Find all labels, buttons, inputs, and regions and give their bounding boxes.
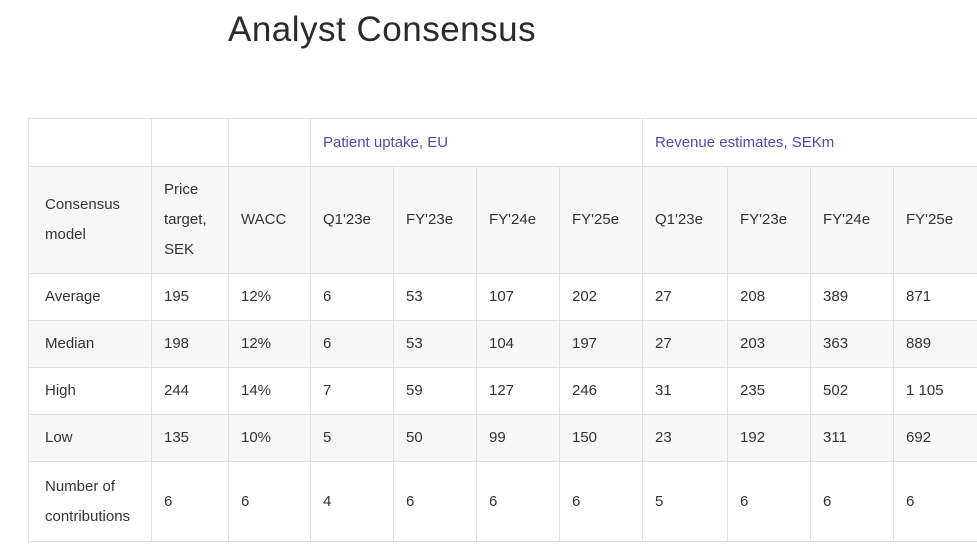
consensus-table-container: Patient uptake, EU Revenue estimates, SE…: [28, 118, 977, 542]
table-group-header-row: Patient uptake, EU Revenue estimates, SE…: [28, 118, 977, 167]
value-cell: 99: [476, 414, 560, 462]
value-cell: 150: [558, 414, 644, 462]
row-label-cell: Median: [28, 320, 152, 368]
value-cell: 311: [810, 414, 895, 462]
value-cell: 363: [810, 320, 895, 368]
value-cell: 208: [727, 273, 812, 321]
value-cell: 12%: [228, 273, 311, 321]
table-row-median: Median 198 12% 6 53 104 197 27 203 363 8…: [28, 320, 977, 368]
value-cell: 14%: [228, 367, 311, 415]
value-cell: 203: [727, 320, 812, 368]
value-cell: 195: [151, 273, 229, 321]
value-cell: 192: [727, 414, 812, 462]
column-header-wacc: WACC: [228, 166, 311, 274]
value-cell: 871: [893, 273, 977, 321]
value-cell: 127: [476, 367, 560, 415]
value-cell: 1 105: [893, 367, 977, 415]
column-header-cell: FY'23e: [393, 166, 477, 274]
value-cell: 6: [310, 273, 394, 321]
table-row-low: Low 135 10% 5 50 99 150 23 192 311 692: [28, 414, 977, 462]
empty-header-cell: [151, 118, 229, 167]
value-cell: 23: [642, 414, 729, 462]
value-cell: 4: [310, 461, 394, 542]
value-cell: 6: [151, 461, 229, 542]
column-header-cell: FY'25e: [893, 166, 977, 274]
column-header-cell: FY'25e: [558, 166, 644, 274]
group-header-revenue-estimates: Revenue estimates, SEKm: [642, 118, 977, 167]
value-cell: 889: [893, 320, 977, 368]
row-label-cell: High: [28, 367, 152, 415]
value-cell: 692: [893, 414, 977, 462]
column-header-consensus-model: Consensus model: [28, 166, 152, 274]
table-row-average: Average 195 12% 6 53 107 202 27 208 389 …: [28, 273, 977, 321]
group-header-patient-uptake: Patient uptake, EU: [309, 118, 644, 167]
empty-header-cell: [28, 118, 152, 167]
column-header-cell: FY'23e: [727, 166, 812, 274]
column-header-cell: Q1'23e: [642, 166, 729, 274]
column-header-cell: FY'24e: [476, 166, 560, 274]
value-cell: 50: [393, 414, 477, 462]
value-cell: 389: [810, 273, 895, 321]
value-cell: 31: [642, 367, 729, 415]
value-cell: 6: [310, 320, 394, 368]
value-cell: 6: [393, 461, 477, 542]
page-title: Analyst Consensus: [228, 10, 537, 49]
value-cell: 6: [476, 461, 560, 542]
value-cell: 7: [310, 367, 394, 415]
value-cell: 5: [642, 461, 729, 542]
value-cell: 27: [642, 273, 729, 321]
row-label-cell: Average: [28, 273, 152, 321]
value-cell: 27: [642, 320, 729, 368]
value-cell: 5: [310, 414, 394, 462]
column-header-cell: FY'24e: [810, 166, 895, 274]
value-cell: 135: [151, 414, 229, 462]
value-cell: 59: [393, 367, 477, 415]
value-cell: 202: [558, 273, 644, 321]
value-cell: 6: [558, 461, 644, 542]
empty-header-cell: [228, 118, 311, 167]
table-row-high: High 244 14% 7 59 127 246 31 235 502 1 1…: [28, 367, 977, 415]
value-cell: 6: [727, 461, 812, 542]
value-cell: 502: [810, 367, 895, 415]
value-cell: 12%: [228, 320, 311, 368]
value-cell: 6: [893, 461, 977, 542]
value-cell: 104: [476, 320, 560, 368]
value-cell: 244: [151, 367, 229, 415]
value-cell: 235: [727, 367, 812, 415]
consensus-table: Patient uptake, EU Revenue estimates, SE…: [28, 118, 977, 542]
column-header-cell: Q1'23e: [310, 166, 394, 274]
value-cell: 53: [393, 320, 477, 368]
row-label-cell: Number of contributions: [28, 461, 152, 542]
value-cell: 10%: [228, 414, 311, 462]
value-cell: 197: [558, 320, 644, 368]
value-cell: 107: [476, 273, 560, 321]
value-cell: 6: [228, 461, 311, 542]
table-column-header-row: Consensus model Price target, SEK WACC Q…: [28, 166, 977, 274]
value-cell: 53: [393, 273, 477, 321]
column-header-price-target: Price target, SEK: [151, 166, 229, 274]
value-cell: 198: [151, 320, 229, 368]
value-cell: 246: [558, 367, 644, 415]
row-label-cell: Low: [28, 414, 152, 462]
table-row-number-of-contributions: Number of contributions 6 6 4 6 6 6 5 6 …: [28, 461, 977, 542]
value-cell: 6: [810, 461, 895, 542]
